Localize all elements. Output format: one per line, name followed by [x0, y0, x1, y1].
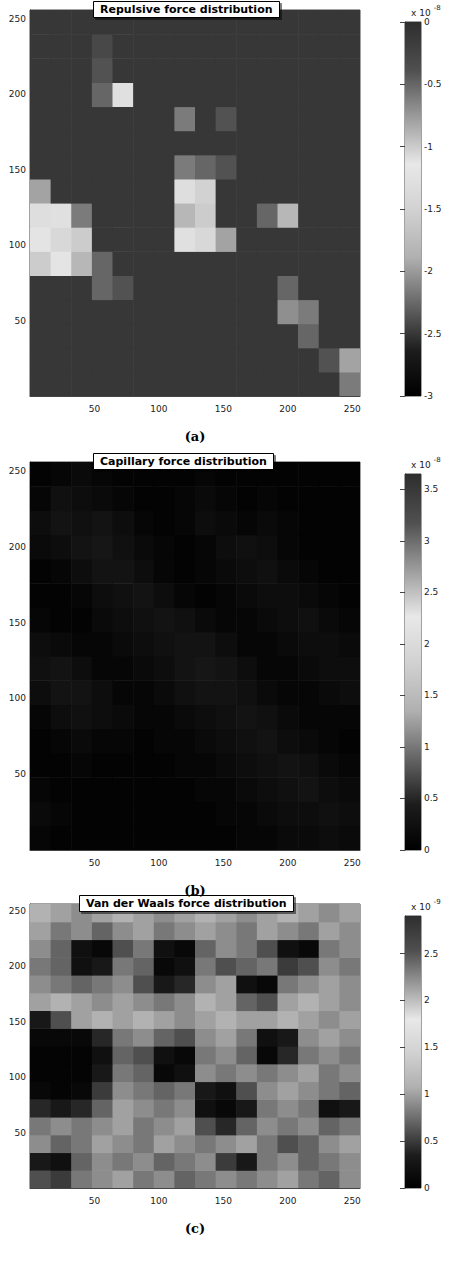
- svg-text:Repulsive force distribution: Repulsive force distribution: [100, 3, 273, 16]
- svg-text:0: 0: [424, 1183, 430, 1193]
- svg-text:200: 200: [9, 542, 26, 552]
- svg-text:50: 50: [15, 769, 27, 779]
- svg-text:100: 100: [9, 1072, 26, 1082]
- svg-text:1.5: 1.5: [424, 690, 438, 700]
- svg-text:250: 250: [344, 404, 361, 414]
- svg-text:200: 200: [9, 89, 26, 99]
- svg-text:-0.5: -0.5: [424, 79, 442, 89]
- svg-text:x 10: x 10: [411, 8, 431, 18]
- svg-text:50: 50: [89, 858, 101, 868]
- svg-text:150: 150: [9, 618, 26, 628]
- svg-text:250: 250: [9, 466, 26, 476]
- svg-text:100: 100: [150, 1196, 167, 1206]
- svg-text:50: 50: [89, 1196, 101, 1206]
- svg-text:50: 50: [15, 1128, 27, 1138]
- svg-text:200: 200: [279, 1196, 296, 1206]
- svg-text:-1: -1: [424, 142, 433, 152]
- svg-text:200: 200: [279, 858, 296, 868]
- svg-text:150: 150: [9, 1017, 26, 1027]
- svg-text:100: 100: [150, 404, 167, 414]
- svg-text:x 10: x 10: [411, 460, 431, 470]
- svg-text:0.5: 0.5: [424, 1136, 438, 1146]
- svg-text:-8: -8: [434, 4, 441, 12]
- svg-text:1: 1: [424, 742, 430, 752]
- svg-text:1.5: 1.5: [424, 1042, 438, 1052]
- svg-text:250: 250: [344, 858, 361, 868]
- svg-text:-9: -9: [434, 898, 441, 906]
- svg-text:3.5: 3.5: [424, 484, 438, 494]
- svg-text:150: 150: [9, 165, 26, 175]
- svg-text:-1.5: -1.5: [424, 204, 442, 214]
- svg-text:2.5: 2.5: [424, 587, 438, 597]
- svg-text:2: 2: [424, 639, 430, 649]
- svg-text:-8: -8: [434, 456, 441, 464]
- svg-text:250: 250: [9, 906, 26, 916]
- svg-text:2.5: 2.5: [424, 949, 438, 959]
- svg-text:200: 200: [9, 961, 26, 971]
- svg-text:200: 200: [279, 404, 296, 414]
- svg-text:3: 3: [424, 536, 430, 546]
- svg-text:-2.5: -2.5: [424, 329, 442, 339]
- svg-text:0: 0: [424, 17, 430, 27]
- svg-text:-3: -3: [424, 391, 433, 401]
- svg-text:1: 1: [424, 1089, 430, 1099]
- svg-text:2: 2: [424, 995, 430, 1005]
- svg-text:Capillary force distribution: Capillary force distribution: [100, 455, 267, 468]
- svg-text:250: 250: [9, 14, 26, 24]
- svg-text:50: 50: [89, 404, 101, 414]
- svg-text:150: 150: [215, 858, 232, 868]
- svg-text:100: 100: [9, 240, 26, 250]
- svg-text:100: 100: [9, 693, 26, 703]
- svg-text:150: 150: [215, 404, 232, 414]
- svg-text:100: 100: [150, 858, 167, 868]
- svg-text:50: 50: [15, 316, 27, 326]
- svg-text:(c): (c): [185, 1221, 205, 1236]
- svg-text:-2: -2: [424, 266, 433, 276]
- svg-text:0.5: 0.5: [424, 793, 438, 803]
- svg-text:250: 250: [344, 1196, 361, 1206]
- svg-text:x 10: x 10: [411, 902, 431, 912]
- svg-text:150: 150: [215, 1196, 232, 1206]
- svg-text:(a): (a): [185, 429, 206, 444]
- svg-text:0: 0: [424, 845, 430, 855]
- svg-text:(b): (b): [184, 883, 205, 898]
- svg-text:Van der Waals force distributi: Van der Waals force distribution: [86, 897, 287, 910]
